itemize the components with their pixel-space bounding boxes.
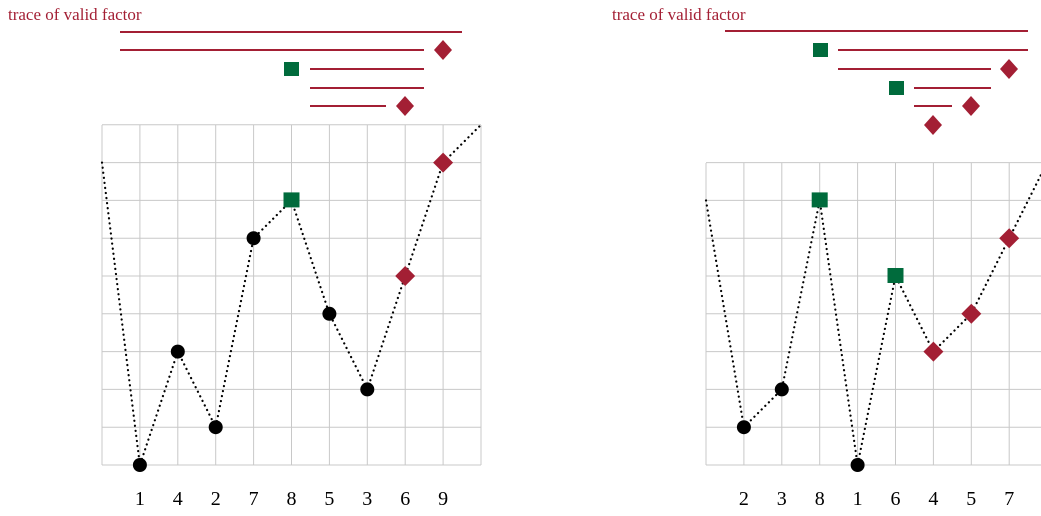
trace-diamond-marker <box>924 115 942 135</box>
point-diamond <box>395 266 416 286</box>
x-tick-label: 5 <box>324 488 334 510</box>
x-tick-label: 5 <box>966 488 976 510</box>
left-trace-markers <box>284 40 452 116</box>
left-grid <box>101 124 482 466</box>
x-tick-label: 6 <box>400 488 410 510</box>
x-tick-label: 4 <box>928 488 938 510</box>
trace-square-marker <box>889 81 904 95</box>
right-panel: trace of valid factor 2 3 8 1 6 4 5 7 <box>612 5 1041 510</box>
point-diamond <box>961 303 982 324</box>
left-plot <box>100 123 483 472</box>
point-dot <box>850 458 865 472</box>
point-dot <box>360 382 375 397</box>
x-tick-label: 1 <box>135 488 145 510</box>
left-panel: trace of valid factor 1 4 2 7 8 5 3 6 9 <box>8 5 483 510</box>
trace-square-marker <box>284 62 299 76</box>
trace-diamond-marker <box>434 40 452 60</box>
left-x-axis-labels: 1 4 2 7 8 5 3 6 9 <box>135 488 448 510</box>
point-dot <box>246 231 261 246</box>
x-tick-label: 2 <box>211 488 221 510</box>
right-plot <box>704 172 1041 472</box>
x-tick-label: 4 <box>173 488 183 510</box>
x-tick-label: 7 <box>1004 488 1014 510</box>
x-tick-label: 3 <box>362 488 372 510</box>
point-diamond <box>433 152 454 173</box>
x-tick-label: 8 <box>815 488 825 510</box>
point-diamond <box>923 341 944 362</box>
x-tick-label: 6 <box>891 488 901 510</box>
trace-square-marker <box>813 43 828 57</box>
x-tick-label: 3 <box>777 488 787 510</box>
left-trace-caption: trace of valid factor <box>8 5 142 24</box>
right-trace-caption: trace of valid factor <box>612 5 746 24</box>
point-square <box>887 268 904 283</box>
trace-diamond-marker <box>962 96 980 116</box>
trace-diamond-marker <box>396 96 414 116</box>
x-tick-label: 7 <box>249 488 259 510</box>
x-tick-label: 8 <box>287 488 297 510</box>
point-dot <box>736 420 751 435</box>
x-tick-label: 2 <box>739 488 749 510</box>
right-trace-markers <box>813 43 1018 135</box>
point-square <box>283 192 300 208</box>
point-square <box>811 192 828 208</box>
x-tick-label: 1 <box>853 488 863 510</box>
point-dot <box>322 306 337 321</box>
point-dot <box>132 458 147 472</box>
right-trace-structure <box>725 30 1028 107</box>
dotted-trace-line <box>704 172 1041 466</box>
trace-diamond-marker <box>1000 59 1018 79</box>
right-x-axis-labels: 2 3 8 1 6 4 5 7 <box>739 488 1014 510</box>
point-dot <box>774 382 789 397</box>
point-dot <box>208 420 223 435</box>
left-trace-structure <box>120 31 462 107</box>
point-dot <box>170 344 185 359</box>
point-diamond <box>999 228 1020 249</box>
x-tick-label: 9 <box>438 488 448 510</box>
right-grid <box>705 162 1041 466</box>
